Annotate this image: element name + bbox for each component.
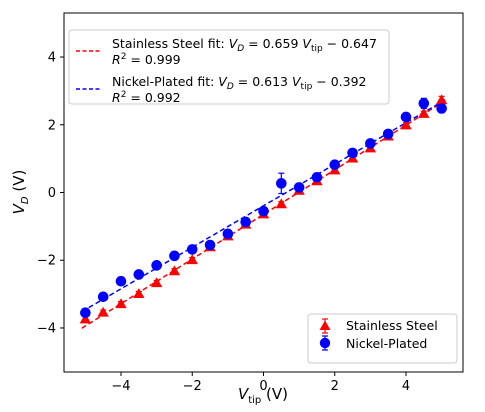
data-point-nickel: [186, 244, 198, 255]
data-point-stainless: [115, 298, 127, 309]
y-tick-label: −4: [37, 321, 56, 336]
y-tick-label: 2: [48, 118, 56, 133]
fit-line-nickel: [81, 99, 446, 313]
ticks-layer: −4 −2 0 2 4 −4 −2 0 2 4: [37, 51, 410, 394]
data-point-nickel: [258, 205, 269, 217]
data-point-nickel: [418, 98, 430, 109]
fit-legend-nickel-r2: R2 = 0.992: [112, 90, 181, 105]
series-legend: Stainless Steel Nickel-Plated: [307, 313, 458, 364]
data-point-nickel: [365, 138, 376, 149]
data-point-nickel: [436, 103, 447, 114]
data-point-nickel: [115, 275, 127, 287]
data-point-stainless: [79, 313, 92, 324]
data-point-stainless: [435, 94, 448, 105]
data-point-nickel: [347, 147, 358, 159]
data-point-nickel: [400, 111, 412, 123]
series-legend-label-stainless: Stainless Steel: [346, 318, 438, 333]
data-point-nickel: [240, 216, 251, 228]
data-point-nickel: [133, 269, 145, 280]
data-point-nickel: [204, 239, 216, 251]
series-legend-label-nickel: Nickel-Plated: [346, 336, 427, 351]
data-point-nickel: [276, 178, 287, 189]
data-layer: [79, 94, 448, 329]
data-point-stainless: [168, 265, 181, 276]
y-tick-label: 0: [48, 186, 56, 201]
fit-legend-stainless-eq: Stainless Steel fit: VD = 0.659 Vtip − 0…: [112, 36, 377, 54]
series-legend-marker-nickel: [319, 337, 331, 349]
x-axis-label: Vtip (V): [238, 385, 288, 406]
y-tick-label: −2: [37, 254, 56, 269]
x-tick-label: −4: [111, 379, 130, 394]
data-point-nickel: [151, 260, 162, 271]
y-tick-label: 4: [48, 51, 56, 66]
data-point-nickel: [382, 128, 394, 140]
data-point-stainless: [133, 288, 145, 299]
fit-legend: Stainless Steel fit: VD = 0.659 Vtip − 0…: [68, 29, 390, 105]
x-tick-label: 4: [402, 379, 410, 394]
data-point-nickel: [169, 250, 180, 262]
data-point-nickel: [293, 182, 305, 193]
y-axis-label: VD (V): [10, 170, 31, 215]
data-point-nickel: [97, 291, 109, 303]
data-point-nickel: [222, 228, 234, 240]
data-point-stainless: [275, 198, 288, 209]
data-point-nickel: [311, 171, 323, 183]
data-point-stainless: [150, 277, 163, 288]
data-point-stainless: [418, 107, 430, 118]
x-tick-label: 2: [331, 379, 339, 394]
x-tick-label: −2: [183, 379, 202, 394]
fit-legend-stainless-r2: R2 = 0.999: [112, 52, 181, 67]
data-point-stainless: [97, 306, 109, 317]
series-legend-marker-stainless: [319, 320, 331, 330]
x-tick-label: 0: [259, 379, 267, 394]
fit-legend-box: [68, 29, 390, 105]
data-point-stainless: [186, 254, 198, 265]
data-point-stainless: [400, 119, 412, 130]
data-point-nickel: [329, 159, 341, 171]
series-legend-box: [307, 313, 458, 364]
data-point-nickel: [80, 307, 91, 319]
